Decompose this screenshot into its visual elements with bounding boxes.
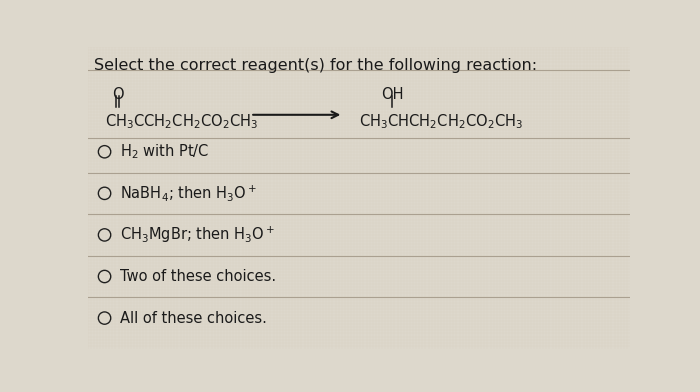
Text: CH$_3$CCH$_2$CH$_2$CO$_2$CH$_3$: CH$_3$CCH$_2$CH$_2$CO$_2$CH$_3$ [104,113,258,131]
Text: NaBH$_4$; then H$_3$O$^+$: NaBH$_4$; then H$_3$O$^+$ [120,183,257,203]
Text: O: O [112,87,123,102]
Text: CH$_3$CHCH$_2$CH$_2$CO$_2$CH$_3$: CH$_3$CHCH$_2$CH$_2$CO$_2$CH$_3$ [358,113,523,131]
Text: All of these choices.: All of these choices. [120,310,267,326]
Text: H$_2$ with Pt/C: H$_2$ with Pt/C [120,142,209,161]
Text: Select the correct reagent(s) for the following reaction:: Select the correct reagent(s) for the fo… [94,58,537,73]
Text: CH$_3$MgBr; then H$_3$O$^+$: CH$_3$MgBr; then H$_3$O$^+$ [120,225,275,245]
Text: OH: OH [381,87,403,102]
Text: Two of these choices.: Two of these choices. [120,269,276,284]
